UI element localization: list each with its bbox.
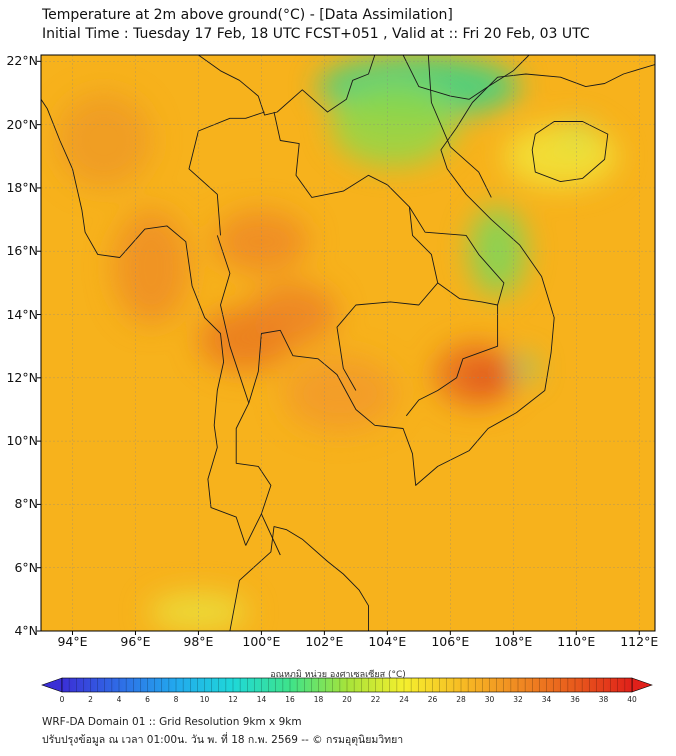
colorbar-tick-label: 2 <box>88 695 93 704</box>
colorbar-tick-label: 6 <box>145 695 150 704</box>
colorbar-tick-label: 40 <box>627 695 637 704</box>
colorbar-tick-label: 18 <box>314 695 324 704</box>
lat-tick-label: 22°N <box>6 53 38 69</box>
boundary-line-2 <box>235 64 655 546</box>
colorbar-tick-label: 30 <box>485 695 495 704</box>
lat-tick-label: 16°N <box>6 243 38 259</box>
temperature-anomaly-4 <box>510 355 536 381</box>
boundary-line-0 <box>229 526 369 631</box>
temperature-field <box>56 55 618 631</box>
colorbar-tick-label: 0 <box>60 695 65 704</box>
lon-tick-label: 94°E <box>57 634 88 649</box>
colorbar-tick-label: 34 <box>542 695 552 704</box>
colorbar-tick-label: 8 <box>174 695 179 704</box>
temperature-anomaly-13 <box>56 92 152 188</box>
chart-subtitle: Initial Time : Tuesday 17 Feb, 18 UTC FC… <box>42 26 590 42</box>
lat-tick-label: 6°N <box>14 559 38 575</box>
lon-tick-label: 110°E <box>557 634 596 649</box>
colorbar-max-arrow <box>631 677 653 693</box>
lon-tick-label: 112°E <box>620 634 659 649</box>
colorbar-tick-label: 4 <box>117 695 122 704</box>
colorbar-tick-label: 22 <box>371 695 381 704</box>
boundary-line-1 <box>41 99 247 546</box>
colorbar-title: อุณหภูมิ หน่วย องศาเซลเซียส (°C) <box>270 670 406 680</box>
lat-tick-label: 12°N <box>6 369 38 385</box>
colorbar-tick-label: 26 <box>428 695 438 704</box>
boundary-line-9 <box>260 513 281 556</box>
temperature-anomaly-12 <box>113 210 189 325</box>
boundary-line-11 <box>405 206 505 417</box>
boundary-line-8 <box>216 235 250 404</box>
temperature-map <box>37 54 656 635</box>
colorbar-tick-label: 12 <box>228 695 238 704</box>
boundary-line-4 <box>402 55 530 100</box>
lon-tick-label: 108°E <box>494 634 533 649</box>
chart-title: Temperature at 2m above ground(°C) - [Da… <box>42 7 453 23</box>
colorbar-tick-label: 10 <box>200 695 210 704</box>
colorbar-tick-label: 14 <box>257 695 267 704</box>
lon-tick-label: 104°E <box>368 634 407 649</box>
colorbar-tick-label: 36 <box>570 695 580 704</box>
boundary-line-6 <box>273 111 439 391</box>
map-frame <box>40 54 656 632</box>
temperature-anomaly-5 <box>503 124 618 188</box>
boundary-line-12 <box>437 282 498 306</box>
colorbar-tick-label: 24 <box>399 695 409 704</box>
update-info-text: ปรับปรุงข้อมูล ณ เวลา 01:00น. วัน พ. ที่… <box>42 734 404 746</box>
lon-tick-label: 98°E <box>183 634 214 649</box>
lon-tick-label: 96°E <box>120 634 151 649</box>
boundary-line-3 <box>531 121 609 183</box>
colorbar-tick-label: 28 <box>456 695 466 704</box>
temperature-anomaly-11 <box>469 361 508 394</box>
colorbar-tick-label: 32 <box>513 695 523 704</box>
colorbar-tick-label: 20 <box>342 695 352 704</box>
colorbar-tick-label: 16 <box>285 695 295 704</box>
lat-tick-label: 20°N <box>6 116 38 132</box>
map-grid <box>37 55 655 635</box>
boundary-line-5 <box>198 55 376 116</box>
lat-tick-label: 18°N <box>6 179 38 195</box>
model-info-text: WRF-DA Domain 01 :: Grid Resolution 9km … <box>42 716 302 728</box>
colorbar-tick-label: 38 <box>599 695 609 704</box>
colorbar-min-arrow <box>41 677 63 693</box>
lat-tick-label: 8°N <box>14 496 38 512</box>
temperature-anomaly-14 <box>283 355 397 432</box>
lat-tick-label: 4°N <box>14 623 38 638</box>
lat-tick-label: 10°N <box>6 433 38 449</box>
lon-tick-label: 100°E <box>242 634 281 649</box>
temperature-anomaly-9 <box>214 210 309 274</box>
lon-tick-label: 106°E <box>431 634 470 649</box>
temperature-anomaly-8 <box>248 282 337 347</box>
lon-tick-label: 102°E <box>305 634 344 649</box>
temperature-colorbar: 0 2 4 6 8 10 12 14 16 18 20 22 24 26 28 30 32 34 36 38 40 <box>41 677 653 704</box>
boundary-line-10 <box>427 55 492 198</box>
lat-tick-label: 14°N <box>6 306 38 322</box>
